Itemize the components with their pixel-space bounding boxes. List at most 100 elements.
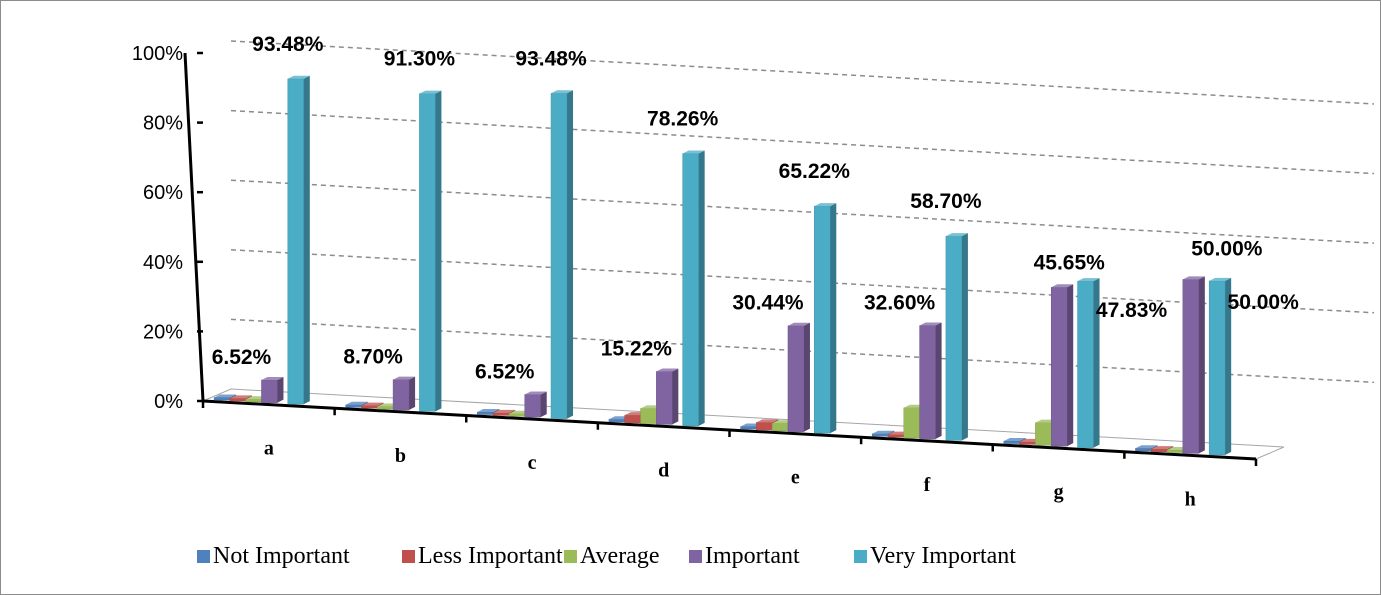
bar-top [682, 150, 705, 154]
category-label: d [658, 459, 669, 481]
data-label: 45.65% [1034, 251, 1106, 274]
bar-top [524, 391, 547, 395]
bar-front [903, 407, 921, 439]
bar-side [409, 376, 416, 410]
bar-top [1135, 445, 1158, 449]
y-tick-label: 40% [143, 252, 183, 274]
y-axis-line [183, 52, 205, 402]
bar-front [682, 153, 699, 427]
bar-top [1077, 278, 1100, 282]
bar-front [524, 394, 541, 418]
data-label: 6.52% [212, 346, 272, 369]
bar [287, 75, 310, 405]
bar-front [1019, 441, 1036, 445]
bar-top [919, 322, 942, 326]
bar-front [229, 398, 247, 402]
bar [1003, 438, 1026, 444]
bar-top [756, 419, 779, 423]
bar-front [919, 325, 936, 440]
bar-front [1035, 422, 1052, 446]
bar-side [935, 322, 942, 439]
bar-top [1151, 446, 1174, 450]
bar-front [1166, 449, 1184, 453]
bar-side [1067, 284, 1074, 447]
data-label: 15.22% [601, 337, 673, 360]
bar-side [567, 90, 574, 419]
bar-top [656, 368, 679, 372]
data-label: 8.70% [343, 346, 403, 369]
bar-front [492, 412, 510, 416]
legend-label: Very Important [870, 543, 1016, 569]
legend-swatch [402, 550, 415, 563]
bar [261, 376, 284, 403]
bar-front [740, 426, 757, 430]
data-label: 50.00% [1228, 291, 1300, 314]
bar-side [1225, 277, 1232, 455]
bar-side [303, 75, 310, 405]
data-label: 65.22% [779, 160, 851, 183]
bar-front [945, 235, 963, 441]
data-label: 47.83% [1096, 299, 1168, 322]
category-label: f [924, 474, 931, 496]
bar [682, 150, 705, 427]
bar-top [1051, 284, 1074, 288]
bar-top [1182, 276, 1205, 280]
gridline [230, 179, 1375, 244]
bar-front [656, 371, 673, 425]
y-tick-label: 100% [132, 43, 183, 65]
data-label: 30.44% [732, 292, 804, 315]
data-label: 78.26% [647, 108, 719, 131]
category-label: a [264, 438, 274, 460]
bar-top [1003, 438, 1026, 442]
bar-front [771, 422, 789, 432]
legend-label: Less Important [418, 543, 563, 569]
bar [656, 368, 679, 425]
data-label: 58.70% [910, 190, 982, 213]
gridline [230, 40, 1375, 105]
bar-front [377, 406, 394, 410]
bar-front [287, 78, 305, 405]
bar-front [1077, 280, 1094, 448]
bar [229, 395, 252, 402]
bar-top [345, 401, 368, 405]
bar-top [419, 90, 442, 94]
legend-swatch [854, 550, 867, 563]
legend-swatch [197, 550, 210, 563]
bar-side [698, 150, 705, 426]
category-label: e [791, 467, 800, 489]
data-label: 32.60% [864, 291, 936, 314]
y-tick-label: 0% [154, 391, 183, 413]
bar-front [787, 325, 805, 432]
legend-swatch [564, 550, 577, 563]
bar [945, 233, 968, 441]
bar-top [787, 322, 810, 326]
bar-top [493, 409, 516, 413]
bar-side [961, 233, 968, 441]
bar-front [887, 434, 905, 438]
bar-front [261, 379, 278, 403]
data-label: 93.48% [515, 47, 587, 70]
bar-side [830, 203, 837, 434]
bar-side [803, 322, 810, 432]
data-label: 93.48% [252, 33, 324, 56]
legend-swatch [689, 550, 702, 563]
bar-side [672, 368, 679, 425]
bar-top [945, 233, 968, 237]
bar-side [1198, 276, 1205, 454]
bar-top [361, 402, 384, 406]
bar-top [214, 394, 237, 398]
bar [1135, 445, 1158, 452]
bar [392, 376, 416, 411]
y-tick-label: 60% [143, 182, 183, 204]
bar-front [361, 405, 378, 409]
bar-front [213, 397, 231, 401]
bar-front [1050, 287, 1068, 447]
bar-front [1208, 280, 1226, 456]
legend-label: Average [580, 543, 660, 569]
data-label: 91.30% [384, 48, 456, 71]
bar-front [640, 408, 657, 424]
axis-layer: 0% 20% 40% 60% 80% 100% a b c d e f g h [132, 43, 1258, 510]
bar-front [608, 419, 626, 423]
bar-top [261, 376, 284, 380]
